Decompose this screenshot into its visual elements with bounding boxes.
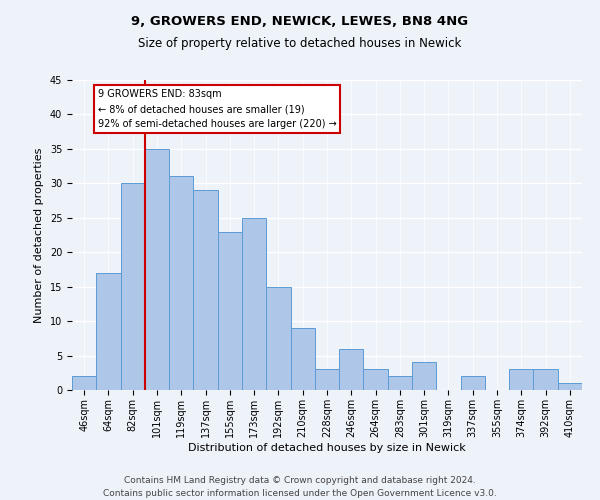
X-axis label: Distribution of detached houses by size in Newick: Distribution of detached houses by size … — [188, 442, 466, 452]
Bar — [193, 190, 218, 390]
Bar — [533, 370, 558, 390]
Bar — [121, 184, 145, 390]
Bar — [412, 362, 436, 390]
Bar — [242, 218, 266, 390]
Text: Size of property relative to detached houses in Newick: Size of property relative to detached ho… — [139, 38, 461, 51]
Text: 9, GROWERS END, NEWICK, LEWES, BN8 4NG: 9, GROWERS END, NEWICK, LEWES, BN8 4NG — [131, 15, 469, 28]
Bar — [96, 273, 121, 390]
Bar — [169, 176, 193, 390]
Bar — [218, 232, 242, 390]
Text: Contains HM Land Registry data © Crown copyright and database right 2024.
Contai: Contains HM Land Registry data © Crown c… — [103, 476, 497, 498]
Bar — [145, 149, 169, 390]
Bar — [364, 370, 388, 390]
Bar — [509, 370, 533, 390]
Bar — [558, 383, 582, 390]
Y-axis label: Number of detached properties: Number of detached properties — [34, 148, 44, 322]
Bar — [461, 376, 485, 390]
Bar — [339, 348, 364, 390]
Bar — [315, 370, 339, 390]
Text: 9 GROWERS END: 83sqm
← 8% of detached houses are smaller (19)
92% of semi-detach: 9 GROWERS END: 83sqm ← 8% of detached ho… — [97, 90, 336, 129]
Bar — [388, 376, 412, 390]
Bar — [266, 286, 290, 390]
Bar — [290, 328, 315, 390]
Bar — [72, 376, 96, 390]
